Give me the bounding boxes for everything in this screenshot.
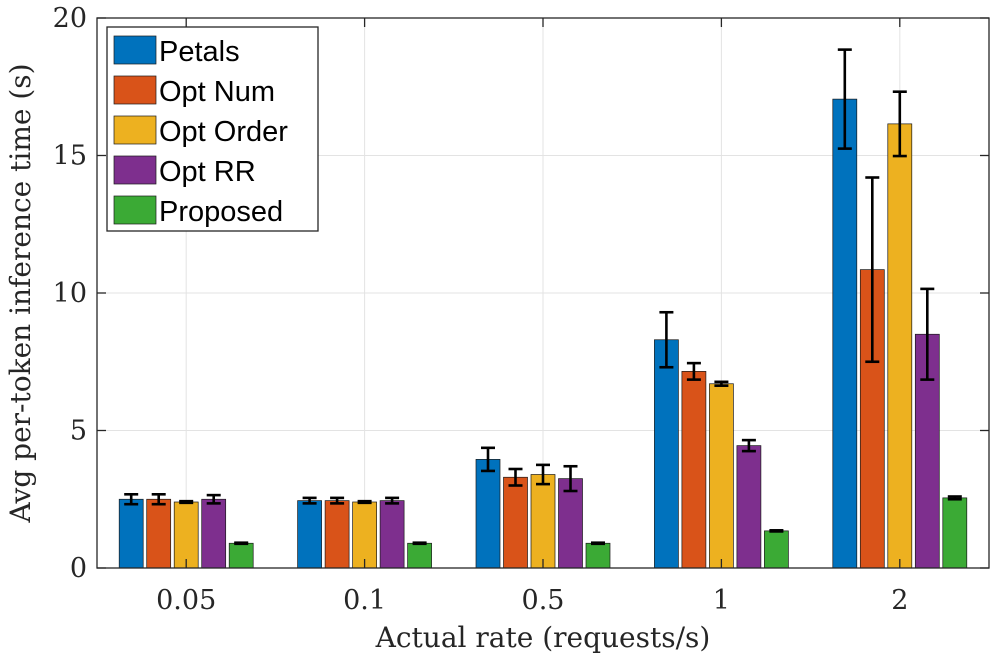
bar-petals-0.05 — [118, 498, 144, 569]
error-bar — [481, 446, 495, 473]
bar-opt-rr-0.05 — [201, 498, 227, 569]
bar-opt-num-0.05 — [146, 498, 172, 569]
legend: Petals Opt Num Opt Order Opt RR Proposed — [106, 26, 319, 232]
bar-opt-order-2 — [887, 123, 913, 569]
error-bar — [302, 496, 317, 505]
y-tick-label: 5 — [70, 416, 87, 447]
error-bar — [865, 176, 880, 364]
bar-opt-order-1 — [709, 383, 734, 569]
x-tick-label: 0.1 — [343, 585, 386, 616]
legend-swatch — [113, 35, 157, 65]
y-tick-label: 0 — [70, 553, 87, 584]
error-bar — [769, 529, 784, 533]
legend-swatch — [113, 155, 157, 185]
error-bar — [837, 48, 852, 150]
y-tick-label: 10 — [53, 278, 87, 309]
x-tick-label: 1 — [713, 585, 730, 616]
error-bar — [385, 496, 400, 505]
error-bars — [124, 48, 962, 546]
legend-swatch — [113, 115, 157, 145]
y-tick-label: 20 — [53, 3, 87, 34]
bar-petals-0.1 — [297, 500, 322, 569]
bar-proposed-0.5 — [585, 542, 611, 569]
x-tick-label: 0.05 — [156, 585, 216, 616]
error-bar — [947, 495, 962, 501]
legend-label: Petals — [159, 36, 240, 68]
bar-proposed-2 — [942, 497, 968, 569]
bar-proposed-0.1 — [407, 542, 432, 569]
bar-petals-1 — [654, 339, 679, 569]
error-bar — [234, 541, 249, 546]
bar-proposed-1 — [764, 530, 789, 569]
legend-label: Opt Order — [159, 116, 288, 148]
bar-opt-rr-0.1 — [379, 500, 405, 569]
error-bar — [591, 541, 605, 546]
bar-petals-0.5 — [475, 459, 501, 569]
legend-swatch — [113, 195, 157, 225]
error-bar — [920, 287, 935, 381]
error-bar — [563, 464, 578, 493]
error-bar — [714, 380, 729, 387]
legend-label: Proposed — [159, 196, 283, 228]
bar-opt-rr-1 — [736, 445, 762, 569]
error-bar — [206, 493, 221, 505]
bar-opt-num-0.5 — [503, 476, 528, 569]
y-tick-labels: 0 5 10 15 20 — [53, 3, 87, 584]
legend-label: Opt Num — [159, 76, 275, 108]
bar-opt-order-0.05 — [173, 501, 199, 569]
error-bar — [151, 492, 166, 506]
error-bar — [892, 90, 907, 158]
error-bar — [412, 541, 427, 546]
legend-swatch — [113, 75, 157, 105]
bar-opt-num-1 — [681, 371, 707, 569]
bar-proposed-0.05 — [228, 542, 254, 569]
error-bar — [124, 492, 139, 506]
y-axis-label: Avg per-token inference time (s) — [4, 63, 37, 523]
y-tick-label: 15 — [53, 141, 87, 172]
bars — [118, 98, 968, 569]
error-bar — [536, 463, 550, 486]
bar-opt-order-0.5 — [530, 474, 556, 569]
error-bar — [357, 499, 372, 505]
error-bar — [741, 438, 756, 453]
axes — [96, 17, 990, 569]
legend-label: Opt RR — [159, 156, 256, 188]
error-bar — [179, 499, 194, 505]
bar-opt-num-0.1 — [324, 500, 350, 569]
x-tick-labels: 0.05 0.1 0.5 1 2 — [156, 585, 908, 616]
error-bar — [508, 467, 523, 487]
error-bar — [659, 310, 674, 369]
bar-petals-2 — [832, 98, 858, 569]
error-bar — [330, 496, 345, 505]
x-tick-label: 0.5 — [522, 585, 565, 616]
error-bar — [686, 361, 701, 381]
x-axis-label: Actual rate (requests/s) — [375, 621, 711, 654]
bar-opt-order-0.1 — [352, 501, 377, 569]
x-tick-label: 2 — [891, 585, 908, 616]
